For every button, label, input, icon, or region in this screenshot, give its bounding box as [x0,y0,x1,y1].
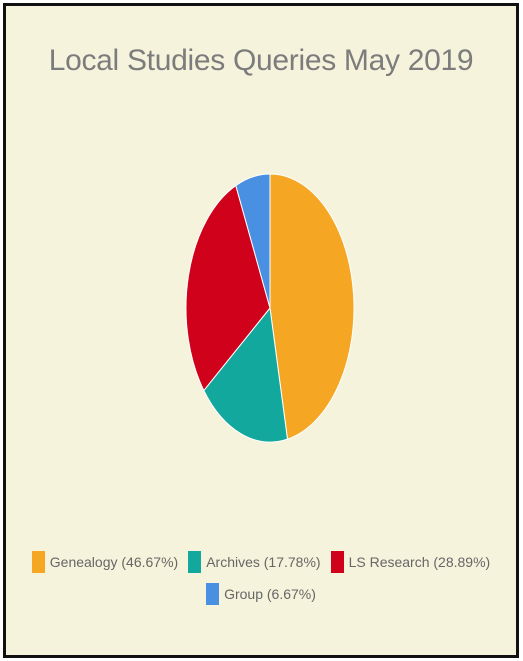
legend: Genealogy (46.67%) Archives (17.78%) LS … [6,551,516,615]
legend-item-genealogy[interactable]: Genealogy (46.67%) [31,551,179,573]
pie-slice-genealogy[interactable] [269,173,355,440]
legend-swatch-ls-research [330,551,344,573]
legend-label-archives: Archives (17.78%) [206,554,321,570]
legend-swatch-group [206,583,220,605]
pie-slice-ls-research[interactable] [185,184,271,392]
legend-label-genealogy: Genealogy (46.67%) [49,554,179,570]
legend-item-archives[interactable]: Archives (17.78%) [188,551,321,573]
chart-title: Local Studies Queries May 2019 [48,44,474,77]
legend-swatch-archives [188,551,202,573]
legend-item-group[interactable]: Group (6.67%) [206,583,316,605]
legend-swatch-genealogy [31,551,45,573]
legend-item-ls-research[interactable]: LS Research (28.89%) [330,551,491,573]
pie-slice-archives[interactable] [203,306,289,443]
legend-row-1: Genealogy (46.67%) Archives (17.78%) LS … [6,551,516,573]
pie-chart [185,173,355,443]
legend-row-2: Group (6.67%) [6,583,516,605]
legend-label-ls-research: LS Research (28.89%) [348,554,491,570]
pie-slice-group[interactable] [235,173,271,309]
legend-label-group: Group (6.67%) [224,586,316,602]
chart-frame: Local Studies Queries May 2019 Genealogy… [3,3,519,658]
